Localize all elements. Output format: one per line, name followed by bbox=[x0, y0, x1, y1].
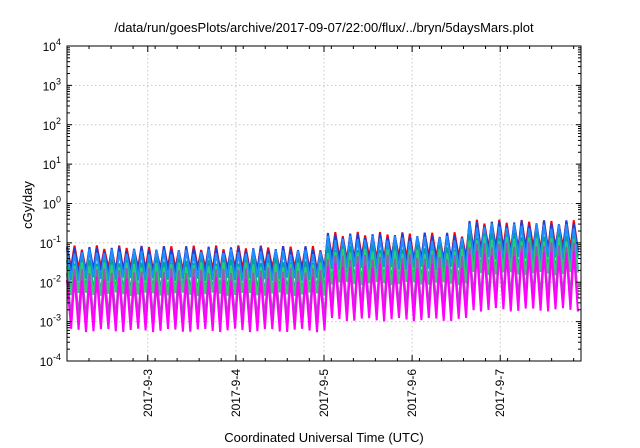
y-tick-label: 103 bbox=[43, 76, 61, 93]
x-tick-label: 2017-9-3 bbox=[141, 369, 155, 417]
y-tick-label: 10-2 bbox=[40, 273, 61, 290]
tick-layer: 10-4 10-3 10-2 10-1 100 101 102 103 104 2017-9-3 2… bbox=[40, 37, 581, 417]
x-tick-label: 2017-9-4 bbox=[229, 369, 243, 417]
series-line bbox=[66, 236, 579, 297]
y-tick-label: 102 bbox=[43, 116, 61, 133]
series-layer bbox=[66, 219, 579, 333]
y-tick-label: 10-1 bbox=[40, 234, 61, 251]
chart-title: /data/run/goesPlots/archive/2017-09-07/2… bbox=[114, 20, 534, 35]
series-line bbox=[66, 223, 579, 282]
y-tick-label: 10-3 bbox=[40, 313, 61, 330]
x-tick-label: 2017-9-5 bbox=[317, 369, 331, 417]
y-tick-label: 10-4 bbox=[40, 352, 61, 369]
y-axis-label: cGy/day bbox=[20, 181, 35, 229]
x-tick-label: 2017-9-7 bbox=[493, 369, 507, 417]
y-tick-label: 101 bbox=[43, 155, 61, 172]
x-tick-label: 2017-9-6 bbox=[405, 369, 419, 417]
x-axis-label: Coordinated Universal Time (UTC) bbox=[224, 430, 423, 445]
series-line bbox=[66, 250, 579, 333]
y-tick-label: 104 bbox=[43, 37, 61, 54]
y-tick-label: 100 bbox=[43, 195, 61, 212]
